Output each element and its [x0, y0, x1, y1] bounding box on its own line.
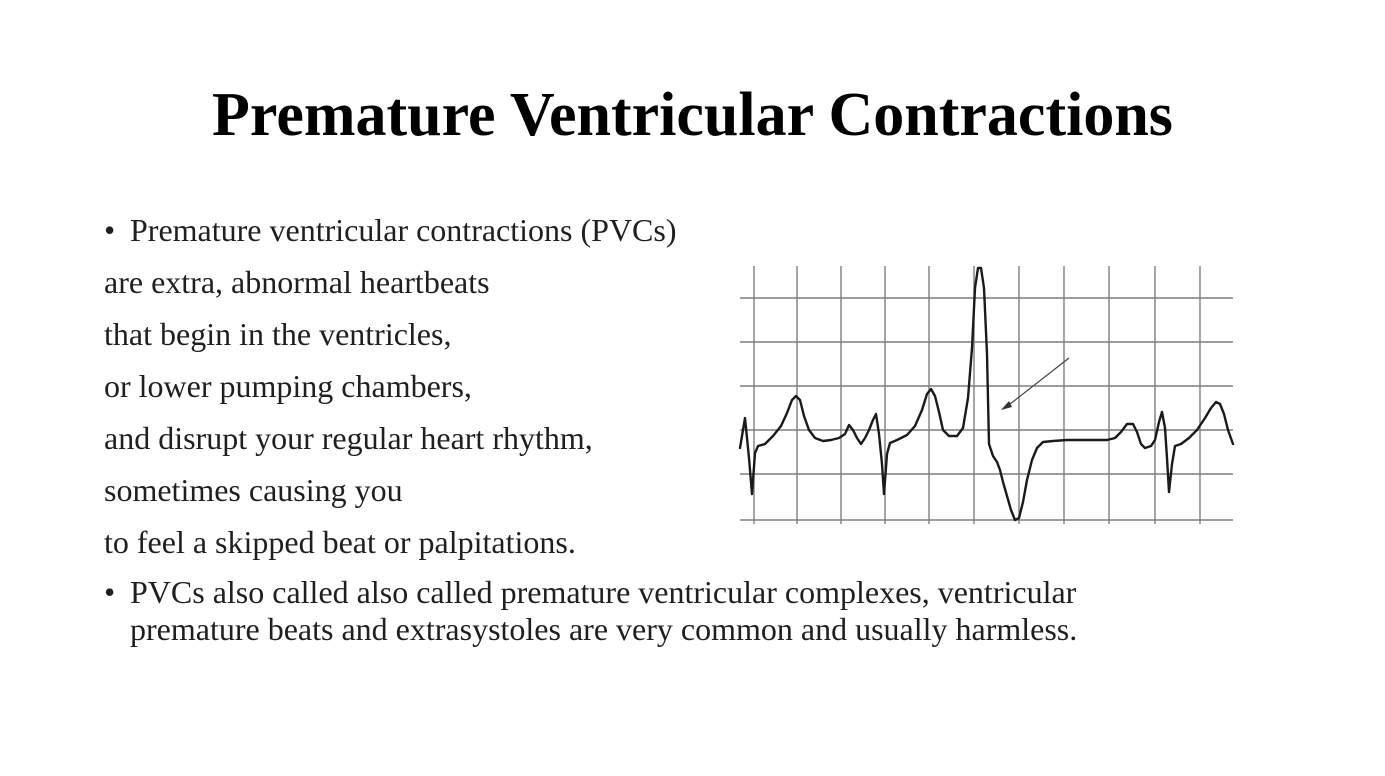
bullet-line: and disrupt your regular heart rhythm, — [104, 420, 593, 456]
bullet-pvc-synonyms: • PVCs also called also called premature… — [104, 574, 1204, 648]
bullet-marker: • — [104, 212, 116, 248]
bullet-marker: • — [104, 574, 116, 610]
ecg-strip-image — [738, 266, 1235, 524]
bullet-line: that begin in the ventricles, — [104, 316, 452, 352]
bullet-line-text: Premature ventricular contractions (PVCs… — [130, 212, 677, 248]
bullet-line: sometimes causing you — [104, 472, 403, 508]
ecg-arrow-shaft — [1004, 357, 1070, 409]
bullet-pvc-definition: • Premature ventricular contractions (PVC… — [104, 210, 744, 574]
bullet-text: PVCs also called also called premature v… — [130, 574, 1078, 647]
bullet-line: to feel a skipped beat or palpitations. — [104, 524, 576, 560]
bullet-line: or lower pumping chambers, — [104, 368, 472, 404]
slide-title: Premature Ventricular Contractions — [212, 81, 1173, 149]
ecg-arrow-head — [1001, 401, 1012, 410]
ecg-grid — [740, 266, 1233, 524]
ecg-trace — [738, 266, 1235, 522]
bullet-line: are extra, abnormal heartbeats — [104, 264, 490, 300]
bullet-line: • Premature ventricular contractions (PVC… — [104, 210, 744, 262]
